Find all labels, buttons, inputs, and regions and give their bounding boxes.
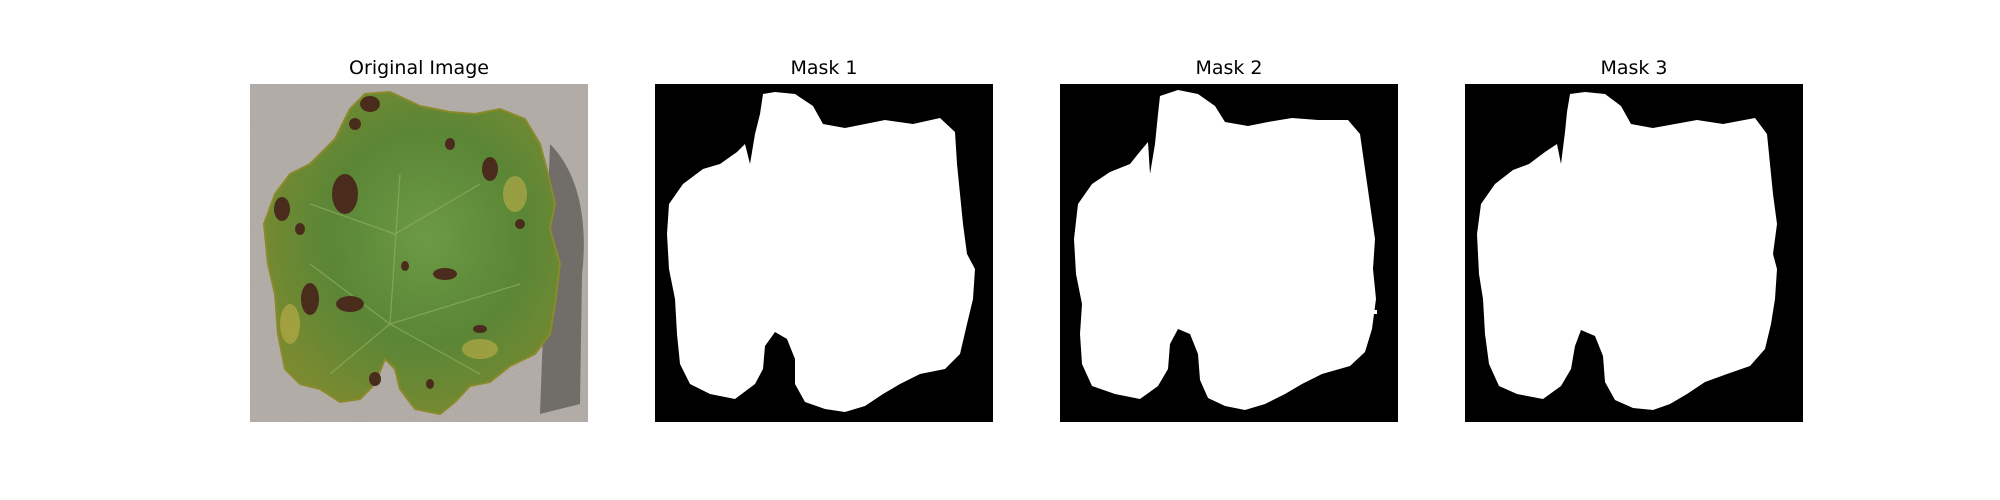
- leaf-veins: [309, 173, 521, 375]
- mask-2: [1060, 84, 1398, 422]
- mask-1: [655, 84, 993, 422]
- mask-3-image: [1465, 84, 1803, 422]
- mask-3-title: Mask 3: [1600, 57, 1668, 79]
- original-image-title: Original Image: [349, 57, 489, 79]
- mask-1-image: [655, 84, 993, 422]
- mask-2-title: Mask 2: [1195, 57, 1263, 79]
- original-image: [250, 84, 588, 422]
- leaf-photo: [250, 84, 588, 422]
- leaf-lesions: [274, 96, 525, 389]
- mask-1-title: Mask 1: [790, 57, 858, 79]
- mask-3: [1465, 84, 1803, 422]
- mask-2-image: [1060, 84, 1398, 422]
